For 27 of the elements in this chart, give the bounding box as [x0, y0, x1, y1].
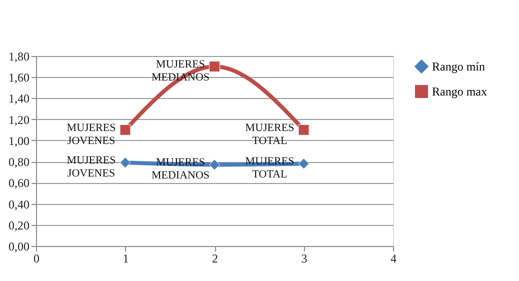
- x-tick-label: 0: [34, 252, 40, 266]
- y-tick-label: 1,60: [8, 70, 30, 85]
- y-tick-label: 0,60: [8, 176, 30, 190]
- y-tick-label: 0,00: [8, 240, 30, 254]
- point: [209, 159, 220, 170]
- point: [120, 157, 131, 168]
- annotation: MUJERES JOVENES: [66, 122, 116, 147]
- legend-label: Rango max: [432, 84, 487, 98]
- x-tick-label: 1: [122, 252, 129, 266]
- point: [298, 124, 310, 136]
- point: [298, 158, 310, 170]
- annotation: MUJERES TOTAL: [245, 122, 294, 147]
- y-tick-label: 0,20: [8, 218, 30, 232]
- y-tick-label: 1,40: [8, 92, 30, 106]
- annotation: MUJERES JOVENES: [66, 154, 116, 180]
- x-tick-label: 4: [390, 252, 396, 266]
- annotation: MUJERES TOTAL: [245, 156, 294, 181]
- y-tick-label: 0,80: [8, 155, 30, 170]
- y-tick-label: 1,00: [8, 134, 30, 148]
- y-tick-label: 1,80: [8, 50, 30, 64]
- x-tick-label: 2: [212, 252, 218, 266]
- x-tick-label: 3: [301, 252, 308, 266]
- y-tick-label: 1,20: [8, 112, 30, 127]
- legend-label: Rango mín: [432, 60, 485, 74]
- y-tick-label: 0,40: [8, 197, 30, 212]
- point: [209, 61, 220, 72]
- point: [120, 124, 131, 136]
